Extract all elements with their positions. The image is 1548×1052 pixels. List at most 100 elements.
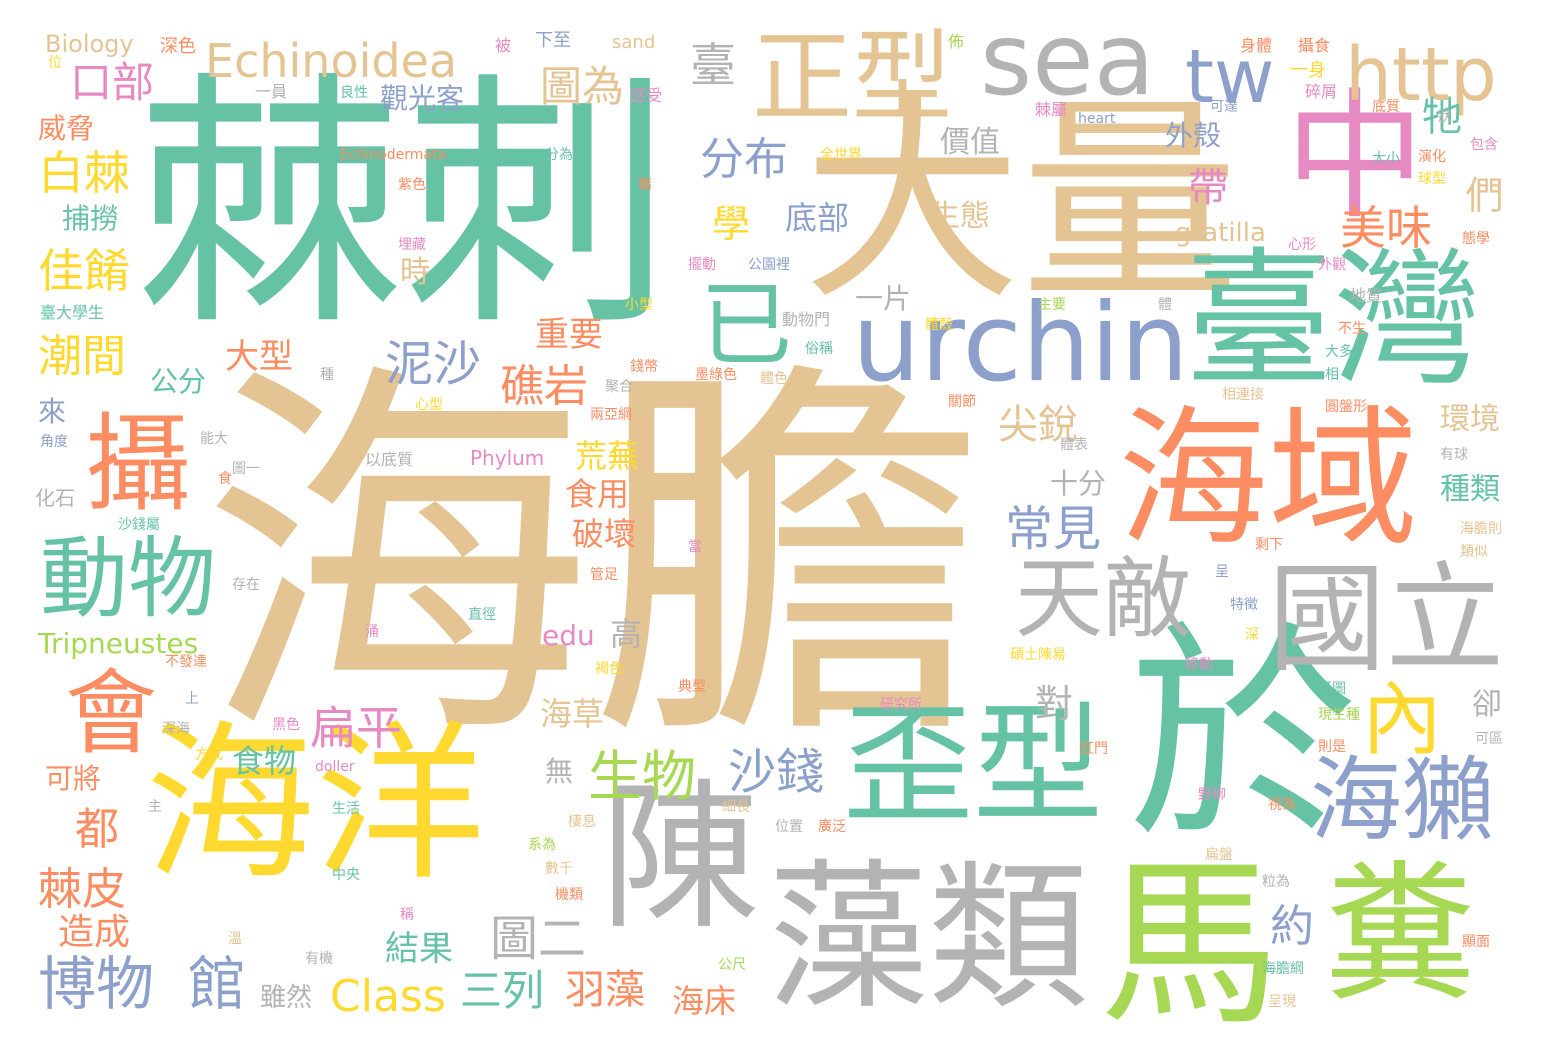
word-guanzu: 管足: [590, 567, 618, 583]
word-busheng: 不生: [1338, 321, 1366, 337]
word-huangwu: 荒蕪: [575, 437, 640, 475]
word-daxiao: 大小: [1372, 151, 1400, 167]
word-dongwumen: 動物門: [782, 310, 831, 329]
word-hui: 會: [65, 660, 158, 767]
word-yeliu: 野柳: [1198, 787, 1226, 803]
word-weizhi: 位置: [775, 819, 803, 835]
word-tise: 體色: [760, 371, 788, 387]
word-jieguo: 結果: [385, 929, 453, 969]
word-shenhai: 深海: [162, 721, 190, 737]
word-nisha: 泥沙: [385, 336, 482, 392]
word-pohuai: 破壞: [572, 515, 637, 553]
word-qixi: 棲息: [568, 814, 596, 830]
word-taixue: 態學: [1462, 231, 1490, 247]
word-zhuyao: 主要: [1038, 297, 1066, 313]
word-haicao: 海草: [540, 695, 605, 733]
word-baiji: 白棘: [38, 146, 130, 200]
word-haidanze: 海膽則: [1460, 521, 1502, 537]
word-dibu: 底部: [785, 199, 850, 237]
word-suixie: 碎屑: [1305, 82, 1338, 101]
word-bianping: 扁平: [310, 701, 402, 755]
word-huashi: 化石: [35, 486, 75, 510]
word-heise: 黑色: [272, 717, 300, 733]
word-http: http: [1345, 32, 1497, 118]
word-ta: 牠: [1415, 95, 1461, 135]
word-tuer: 圖二: [490, 911, 587, 967]
word-quanshijie: 全世界: [820, 147, 862, 163]
word-wei: 位: [48, 55, 62, 71]
word-guanjie: 關節: [948, 394, 976, 410]
word-jiaoyan: 礁岩: [500, 361, 588, 412]
word-koubu: 口部: [70, 58, 155, 107]
word-gangmen: 肛門: [1080, 741, 1108, 757]
word-cunzai: 存在: [232, 577, 260, 593]
word-jiayao: 佳餚: [38, 244, 130, 298]
word-xue: 學: [712, 202, 751, 246]
word-shense: 深色: [160, 36, 196, 57]
word-xiazhi: 下至: [535, 30, 571, 51]
word-cheng: 呈: [1215, 564, 1229, 580]
word-ti: 體: [1158, 297, 1172, 313]
word-zhongyao: 重要: [535, 315, 603, 355]
word-shi2: 食: [218, 471, 232, 487]
word-qianbi: 錢幣: [630, 359, 658, 375]
word-dongwu: 動物: [40, 527, 217, 630]
word-xianglianjie: 相連接: [1222, 387, 1264, 403]
word-yidong: 移動: [1185, 657, 1213, 673]
word-yuanpanxing: 圓盤形: [1325, 399, 1367, 415]
word-shen2: 深: [1245, 627, 1259, 643]
word-liangyagang: 兩亞綱: [590, 407, 632, 423]
word-haidan: 海膽: [200, 333, 984, 789]
word-xinxing: 心形: [1288, 237, 1316, 253]
word-wu: 無: [545, 755, 574, 788]
word-sanlie: 三列: [460, 966, 545, 1015]
word-heart: heart: [1078, 111, 1116, 127]
word-buluo: 捕撈: [62, 202, 119, 235]
word-zhu: 豬: [638, 177, 652, 193]
word-men: 們: [1459, 175, 1503, 213]
word-zise: 紫色: [398, 177, 426, 193]
word-guangfan: 廣泛: [818, 819, 846, 835]
word-gratilla: gratilla: [1175, 218, 1266, 248]
word-jishu: 棘屬: [1035, 100, 1068, 119]
word-zhuang: 狀: [1438, 109, 1452, 125]
word-haiyang: 海洋: [145, 706, 486, 904]
word-chen: 陳: [600, 764, 761, 951]
word-shaqianshu: 沙錢屬: [118, 517, 160, 533]
word-huanjing: 環境: [1440, 402, 1500, 437]
word-bianpan: 扁盤: [1205, 847, 1233, 863]
word-zaocheng: 造成: [58, 912, 131, 953]
word-xiaoxing: 小型: [625, 297, 653, 313]
word-dui: 對: [1035, 682, 1074, 726]
word-waixing: 歪型: [843, 689, 1104, 841]
word-edu: edu: [542, 619, 595, 652]
word-bowu: 博物: [38, 950, 155, 1018]
word-doller: doller: [315, 759, 355, 775]
word-xianmian: 顯面: [1462, 934, 1490, 950]
word-xianshengzhong: 現生種: [1318, 707, 1360, 723]
word-jiaodu: 角度: [40, 434, 68, 450]
word-zhu2: 主: [148, 799, 162, 815]
word-shuoshichenyi: 碩士陳易: [1010, 647, 1066, 663]
word-yishen: 一身: [1290, 60, 1326, 81]
word-nei: 內: [1362, 673, 1442, 766]
word-jianrui: 尖銳: [998, 402, 1078, 448]
word-gongyuanli: 公園裡: [748, 257, 790, 273]
word-kequ: 可區: [1475, 731, 1503, 747]
word-tike: 體殼: [925, 317, 953, 333]
word-chaojian: 潮間: [38, 331, 126, 382]
word-guanguangke: 觀光客: [380, 82, 465, 115]
word-ma: 馬: [1100, 841, 1281, 1050]
word-sea: sea: [980, 1, 1155, 118]
word-zhengxing: 正型: [752, 19, 952, 136]
word-tw: tw: [1185, 34, 1275, 120]
word-shetu: 攝圖: [1318, 681, 1346, 697]
word-shengtai: 生態: [930, 199, 990, 234]
word-zhonglei: 種類: [1440, 472, 1500, 507]
word-waiguan: 外觀: [1318, 257, 1346, 273]
word-qiuxing: 球型: [1418, 171, 1446, 187]
word-kejiang: 可將: [45, 762, 102, 795]
word-yipian: 一片: [855, 282, 912, 315]
word-jilei: 機類: [555, 887, 583, 903]
word-waike: 外殼: [1165, 119, 1222, 152]
